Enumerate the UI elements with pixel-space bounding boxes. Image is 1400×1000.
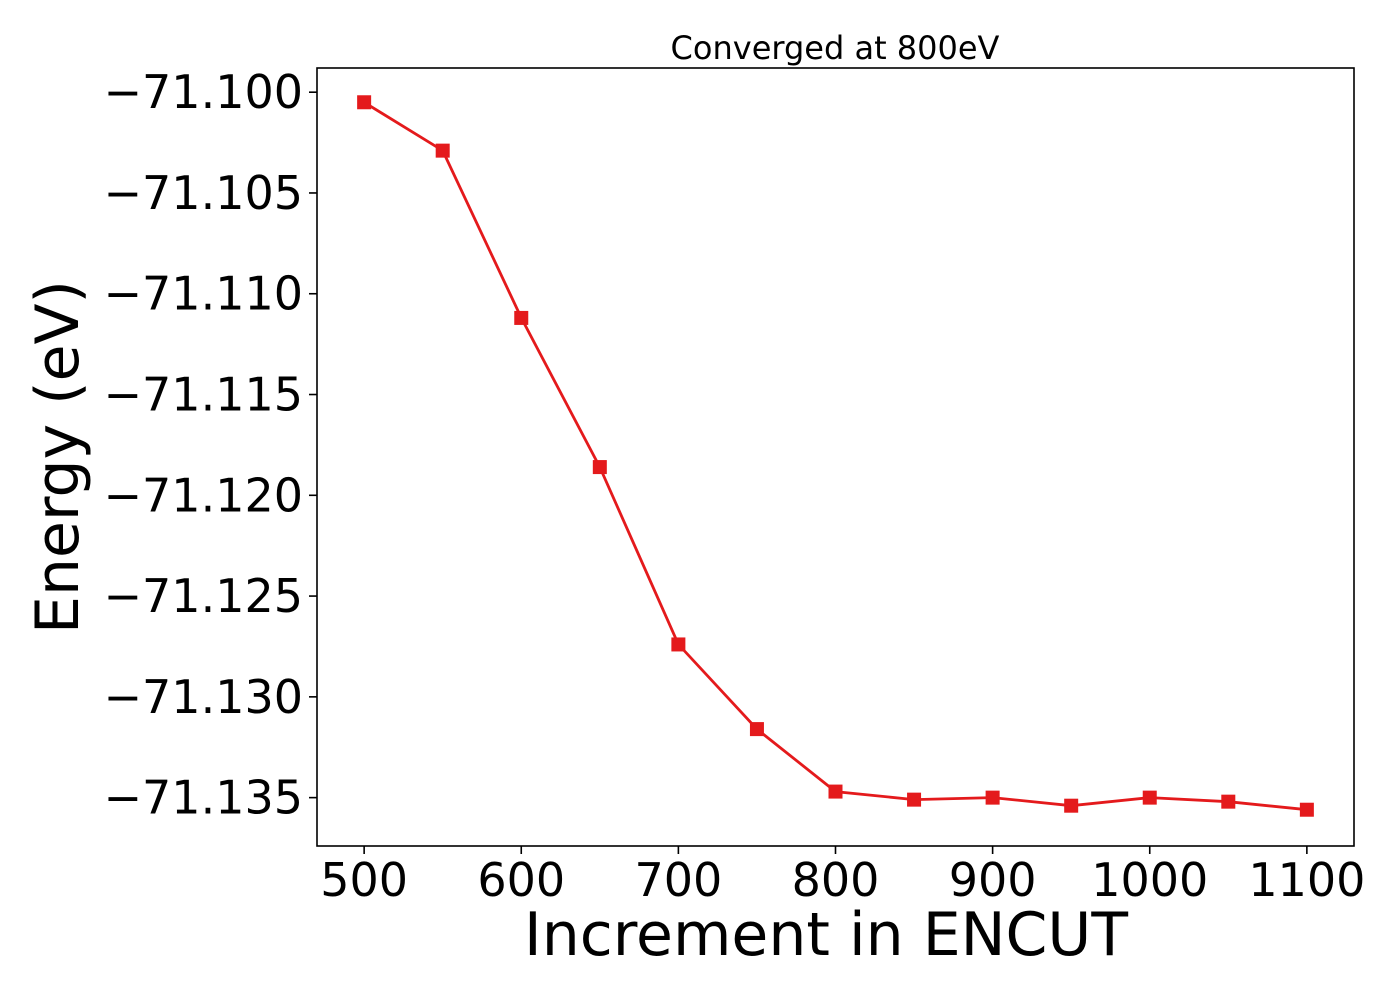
x-tick-label: 800	[792, 853, 880, 907]
plot-area	[357, 95, 1314, 817]
x-tick-label: 1000	[1091, 853, 1208, 907]
data-point	[592, 460, 607, 475]
y-tick-label: −71.105	[104, 166, 304, 220]
x-tick-label: 700	[634, 853, 722, 907]
y-tick-label: −71.100	[104, 65, 304, 119]
data-point	[1299, 802, 1314, 817]
y-tick-label: −71.125	[104, 569, 304, 623]
x-tick-label: 600	[477, 853, 565, 907]
data-point	[985, 790, 1000, 805]
y-tick-label: −71.135	[104, 771, 304, 825]
y-tick-label: −71.130	[104, 670, 304, 724]
x-tick-label: 1100	[1248, 853, 1365, 907]
y-tick-label: −71.110	[104, 267, 304, 321]
data-point	[1064, 798, 1079, 813]
data-point	[1221, 794, 1236, 809]
x-axis: 500 600 700 800 900 1000 1100	[320, 846, 1365, 907]
y-tick-label: −71.115	[104, 368, 304, 422]
data-point	[671, 637, 686, 652]
data-point	[357, 95, 372, 110]
chart-title: Converged at 800eV	[671, 29, 1000, 67]
data-point	[1142, 790, 1157, 805]
data-point	[514, 310, 529, 325]
data-point	[828, 784, 843, 799]
x-tick-label: 900	[949, 853, 1037, 907]
data-point	[435, 143, 450, 158]
y-axis: −71.100 −71.105 −71.110 −71.115 −71.120 −71.1…	[104, 65, 317, 825]
data-point	[907, 792, 922, 807]
x-tick-label: 500	[320, 853, 408, 907]
y-axis-label: Energy (eV)	[23, 280, 93, 634]
y-tick-label: −71.120	[104, 468, 304, 522]
x-axis-label: Increment in ENCUT	[524, 900, 1128, 970]
data-point	[749, 722, 764, 737]
